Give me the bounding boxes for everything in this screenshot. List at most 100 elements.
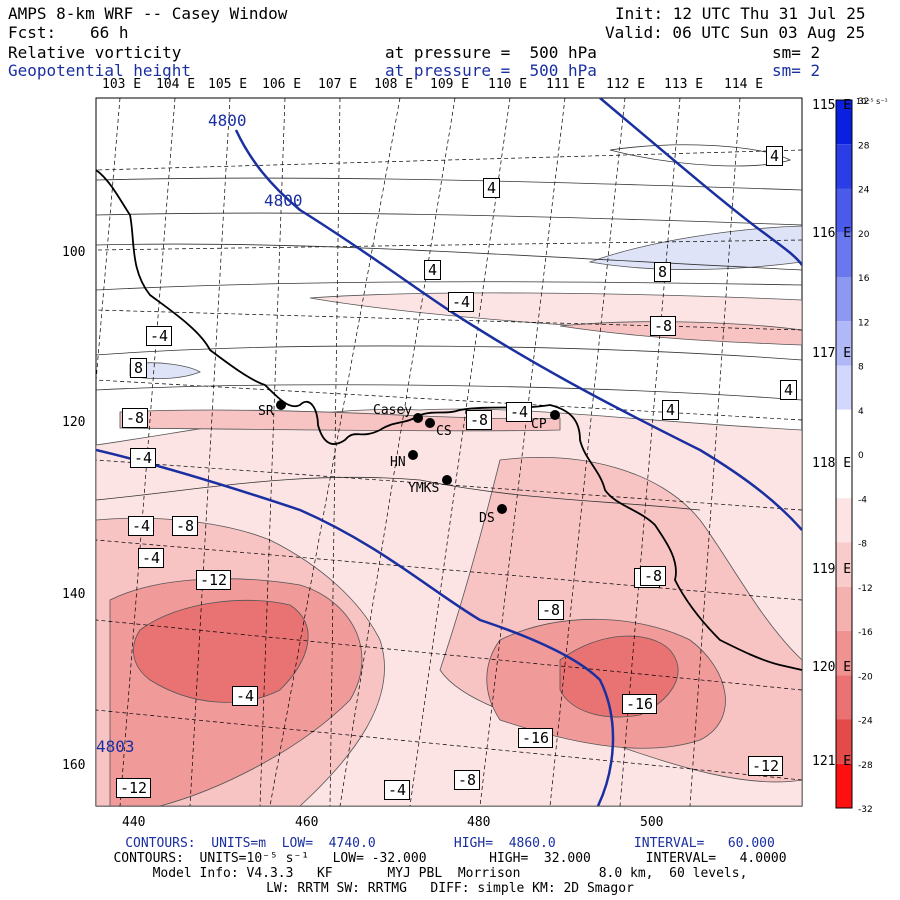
station-label-ds: DS (479, 511, 495, 526)
lon-label: 106 E (262, 77, 302, 92)
station-dot-casey (413, 413, 423, 423)
colorbar-tick-label: 28 (858, 141, 870, 151)
right-lon-label: 116 E (812, 226, 852, 241)
height-contour-4800 (234, 129, 802, 531)
colorbar-tick-label: -8 (858, 540, 867, 550)
colorbar-tick-label: 32 (858, 97, 869, 107)
vorticity-contours (96, 144, 802, 511)
colorbar-swatch (836, 542, 852, 587)
colorbar-swatch (836, 232, 852, 277)
model-title: AMPS 8-km WRF -- Casey Window (8, 4, 288, 23)
colorbar-tick-label: 4 (858, 407, 864, 417)
vorticity-contour-label: -16 (622, 694, 658, 714)
station-label-cp: CP (531, 417, 547, 432)
colorbar-tick-label: -16 (858, 628, 873, 638)
vort-fill-neg-core-west (133, 599, 309, 703)
right-lon-label: 118 E (812, 456, 852, 471)
lon-label: 113 E (664, 77, 704, 92)
colorbar: 32 28 24 20 16 12 8 4 0 -4 -8 -12 -16 -20 -24 -28 -32 10⁻… (835, 97, 888, 815)
init-time: Init: 12 UTC Thu 31 Jul 25 (615, 4, 866, 23)
vorticity-contour-label: 8 (654, 262, 672, 282)
lon-label: 109 E (430, 77, 470, 92)
vorticity-contour-label: -8 (650, 316, 677, 336)
colorbar-swatch (836, 675, 852, 720)
lon-label: 111 E (546, 77, 586, 92)
vorticity-contour-label: -8 (454, 770, 481, 790)
y-tick-label: 140 (62, 587, 86, 602)
colorbar-swatch (836, 719, 852, 764)
vorticity-contour-label: 4 (766, 146, 784, 166)
colorbar-tick-label: 8 (858, 363, 864, 373)
vorticity-contour-label: 4 (780, 380, 798, 400)
colorbar-swatch (836, 409, 852, 454)
vorticity-contour-label: -4 (128, 516, 155, 536)
vorticity-contour-label: -8 (466, 410, 493, 430)
vorticity-contour-label: -4 (384, 780, 411, 800)
height-label: 4803 (96, 737, 135, 756)
colorbar-swatch (836, 321, 852, 366)
colorbar-swatch (836, 586, 852, 631)
right-lon-label: 119 E (812, 562, 852, 577)
vorticity-contour-label: 4 (424, 260, 442, 280)
colorbar-tick-label: 12 (858, 318, 869, 328)
field1-smoothing: sm= 2 (772, 43, 821, 62)
lon-label: 105 E (208, 77, 248, 92)
footer-height-contour-info: CONTOURS: UNITS=m LOW= 4740.0 HIGH= 4860… (125, 836, 775, 851)
field2-smoothing: sm= 2 (772, 61, 821, 80)
field2-level: at pressure = 500 hPa (385, 61, 597, 80)
vorticity-contour-label: -4 (506, 402, 533, 422)
station-label-sr: SR (258, 404, 274, 419)
vorticity-contour-label: -8 (640, 566, 667, 586)
station-dot-hn (408, 450, 418, 460)
colorbar-swatch (836, 365, 852, 410)
x-tick-label: 440 (122, 815, 146, 830)
forecast-value: 66 h (90, 23, 129, 42)
colorbar-tick-label: 24 (858, 186, 870, 196)
lon-label: 110 E (488, 77, 528, 92)
colorbar-tick-label: -32 (858, 805, 873, 815)
vorticity-contour-label: 4 (483, 178, 501, 198)
x-tick-label: 480 (467, 815, 491, 830)
field2-name: Geopotential height (8, 61, 192, 80)
right-lon-label: 120 E (812, 660, 852, 675)
vorticity-contour-label: -4 (232, 686, 259, 706)
station-dot-cs (425, 418, 435, 428)
height-label: 4800 (208, 111, 247, 130)
colorbar-swatch (836, 631, 852, 676)
field1-level: at pressure = 500 hPa (385, 43, 597, 62)
lon-label: 107 E (318, 77, 358, 92)
lon-label: 104 E (156, 77, 196, 92)
colorbar-tick-label: 20 (858, 230, 870, 240)
colorbar-swatch (836, 454, 852, 499)
geopotential-height-contours (96, 98, 802, 806)
vorticity-contour-label: -12 (748, 756, 784, 776)
station-dot-ymks (442, 475, 452, 485)
x-tick-label: 460 (295, 815, 319, 830)
colorbar-tick-label: -28 (858, 761, 873, 771)
colorbar-swatch (836, 144, 852, 189)
station-dot-cp (550, 410, 560, 420)
station-markers (276, 400, 560, 514)
lon-label: 112 E (606, 77, 646, 92)
colorbar-unit-label: 10⁻⁵ s⁻¹ (856, 97, 888, 106)
colorbar-tick-label: -4 (858, 495, 867, 505)
y-tick-label: 160 (62, 758, 86, 773)
vorticity-contour-label: 8 (130, 358, 148, 378)
right-lon-label: 117 E (812, 346, 852, 361)
station-dot-ds (497, 504, 507, 514)
lon-label: 114 E (724, 77, 764, 92)
coastline (95, 169, 803, 671)
station-label-ymks: YMKS (408, 481, 440, 496)
station-label-casey: Casey (373, 403, 413, 418)
station-label-hn: HN (390, 455, 406, 470)
y-tick-label: 120 (62, 415, 86, 430)
right-lon-label: 115 E (812, 98, 852, 113)
vorticity-contour-label: -4 (146, 326, 173, 346)
footer-vorticity-contour-info: CONTOURS: UNITS=10⁻⁵ s⁻¹ LOW= -32.000 HI… (113, 851, 787, 866)
vort-fill-neg-band2 (559, 321, 802, 346)
vorticity-contour-label: -4 (130, 448, 157, 468)
vorticity-contour-label: 4 (662, 400, 680, 420)
right-lon-label: 121 E (812, 754, 852, 769)
colorbar-tick-label: -24 (858, 717, 873, 727)
